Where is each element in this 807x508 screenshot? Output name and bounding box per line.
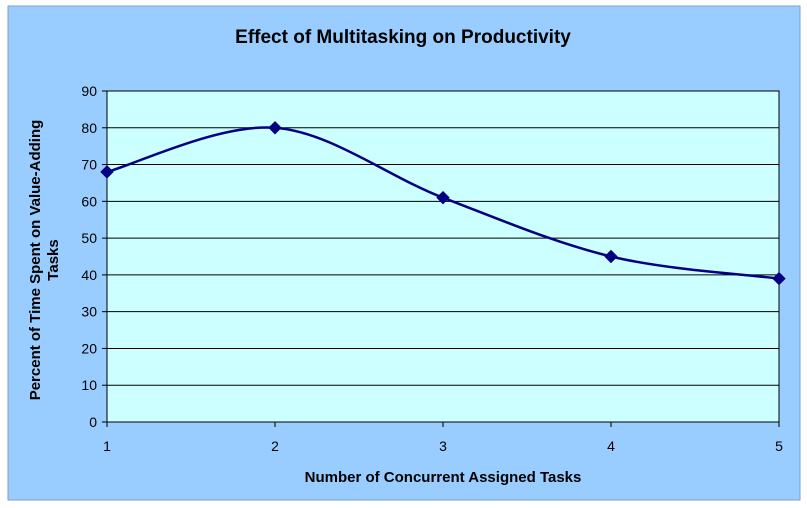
y-tick-label: 80 <box>81 120 97 136</box>
y-tick-label: 70 <box>81 157 97 173</box>
data-point-marker <box>268 121 282 135</box>
data-point-marker <box>436 190 450 205</box>
chart-title: Effect of Multitasking on Productivity <box>235 27 571 48</box>
y-axis-title-line-1: Percent of Time Spent on Value-Adding <box>27 120 44 401</box>
x-axis-title: Number of Concurrent Assigned Tasks <box>305 469 582 486</box>
data-point-marker <box>100 165 114 179</box>
y-tick-label: 50 <box>81 230 97 246</box>
y-axis-title-line-2: Tasks <box>45 239 62 280</box>
y-tick-label: 40 <box>81 267 97 283</box>
tick-labels: 0 10 20 30 40 50 60 70 80 90 1 2 3 4 5 <box>81 83 783 454</box>
y-tick-label: 10 <box>81 377 97 393</box>
data-point-marker <box>604 249 618 264</box>
plot-area-background <box>106 90 780 423</box>
y-tick-label: 90 <box>81 83 97 99</box>
axis-ticks <box>102 90 780 427</box>
y-tick-label: 30 <box>81 304 97 320</box>
x-tick-label: 4 <box>607 438 615 454</box>
series-markers <box>100 121 786 286</box>
y-tick-label: 20 <box>81 340 97 356</box>
x-tick-label: 2 <box>271 438 279 454</box>
y-axis-title-group: Percent of Time Spent on Value-Adding Ta… <box>27 120 62 401</box>
x-tick-label: 1 <box>103 438 111 454</box>
data-point-marker <box>772 271 786 286</box>
y-tick-label: 0 <box>89 414 97 430</box>
x-tick-label: 5 <box>775 438 783 454</box>
x-tick-label: 3 <box>439 438 447 454</box>
y-tick-label: 60 <box>81 193 97 209</box>
